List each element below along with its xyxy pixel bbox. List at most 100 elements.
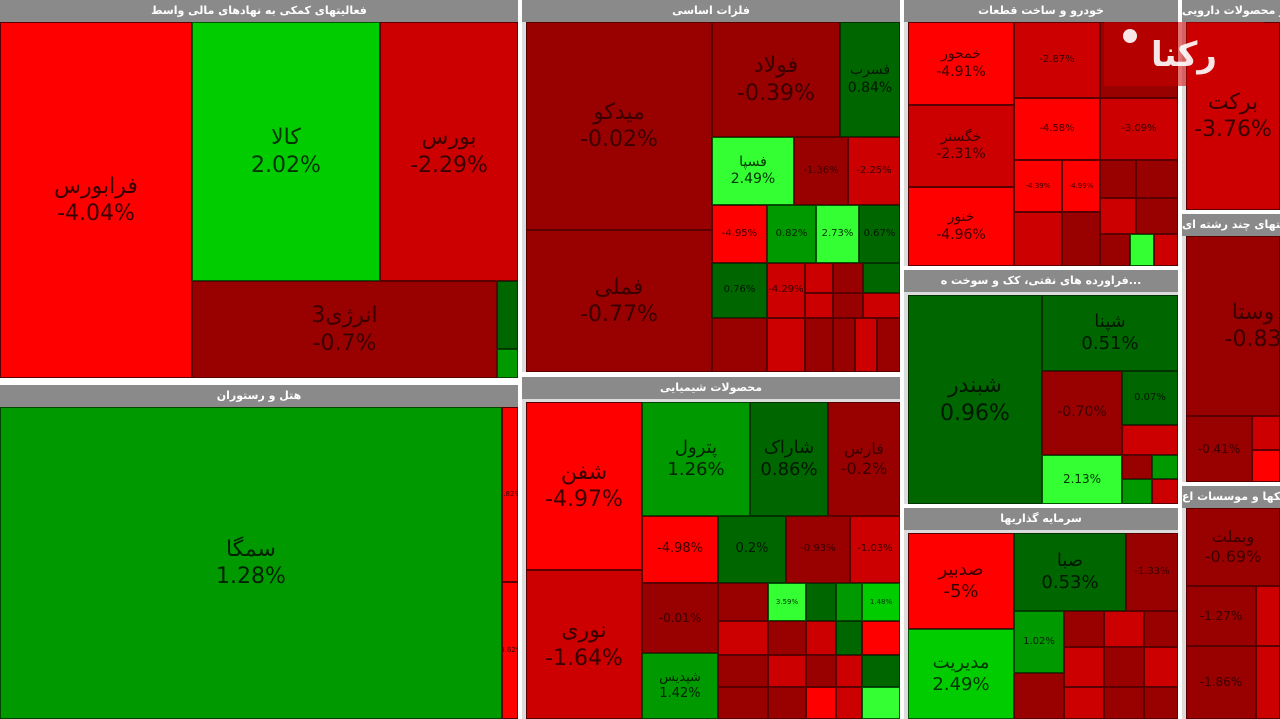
tile-small[interactable] <box>718 621 768 655</box>
tile-small[interactable] <box>862 655 900 687</box>
tile-shiran[interactable]: -0.70% <box>1042 371 1122 455</box>
tile-khoveh[interactable]: -2.87% <box>1014 22 1100 98</box>
tile-small[interactable] <box>1144 647 1178 687</box>
tile-small[interactable] <box>836 583 862 621</box>
tile-met-d[interactable]: 0.82% <box>767 205 816 263</box>
tile-small[interactable] <box>1122 425 1178 455</box>
tile-small[interactable] <box>767 318 805 372</box>
tile-small[interactable] <box>1152 479 1178 504</box>
tile-vasta[interactable]: وستا -0.83 <box>1186 236 1280 416</box>
tile-small[interactable] <box>1100 160 1136 198</box>
tile-small[interactable] <box>497 349 518 378</box>
tile-shebandar[interactable]: شبندر 0.96% <box>908 295 1042 504</box>
tile-fameli[interactable]: فملی -0.77% <box>526 230 712 372</box>
tile-small[interactable] <box>1252 450 1280 482</box>
tile-chem-e[interactable]: 1.48% <box>862 583 900 621</box>
tile-small[interactable] <box>718 687 768 719</box>
tile-khamhor[interactable]: خمحور -4.91% <box>908 22 1014 105</box>
tile-shediss[interactable]: شپدیس 1.42% <box>642 653 718 719</box>
tile-small[interactable] <box>1136 198 1178 234</box>
tile-fesepa[interactable]: فسپا 2.49% <box>712 137 794 205</box>
tile-small[interactable] <box>863 293 900 318</box>
tile-small[interactable] <box>1104 687 1144 719</box>
tile-shafan[interactable]: شفن -4.97% <box>526 402 642 570</box>
tile-oil-a[interactable]: 0.07% <box>1122 371 1178 425</box>
tile-small[interactable] <box>1122 455 1152 479</box>
tile-saba[interactable]: صبا 0.53% <box>1014 533 1126 611</box>
tile-energy3[interactable]: انرژی3 -0.7% <box>192 281 497 378</box>
tile-small[interactable] <box>833 318 855 372</box>
tile-small[interactable] <box>1104 611 1144 647</box>
tile-multi-a[interactable]: -0.41% <box>1186 416 1252 482</box>
tile-met-c[interactable]: -4.95% <box>712 205 767 263</box>
tile-small[interactable] <box>1122 479 1152 504</box>
tile-small[interactable] <box>1014 673 1064 719</box>
tile-shepna[interactable]: شپنا 0.51% <box>1042 295 1178 371</box>
tile-small[interactable] <box>718 655 768 687</box>
tile-hotel-a[interactable]: 3.82% <box>502 407 518 582</box>
tile-bank-a[interactable]: -1.27% <box>1186 586 1256 646</box>
tile-small[interactable] <box>805 318 833 372</box>
tile-small[interactable] <box>805 293 833 318</box>
tile-auto-b[interactable]: -4.99% <box>1062 160 1100 212</box>
tile-small[interactable] <box>1152 455 1178 479</box>
tile-shesepa[interactable]: 2.13% <box>1042 455 1122 504</box>
tile-bank-b[interactable]: -1.86% <box>1186 646 1256 719</box>
tile-khour[interactable]: -4.58% <box>1014 98 1100 160</box>
tile-vabmellat[interactable]: وبملت -0.69% <box>1186 508 1280 586</box>
tile-chem-d[interactable]: 3.59% <box>768 583 806 621</box>
tile-fesorb[interactable]: فسرب 0.84% <box>840 22 900 137</box>
tile-small[interactable] <box>1064 611 1104 647</box>
tile-small[interactable] <box>1014 212 1062 266</box>
tile-small[interactable] <box>768 687 806 719</box>
tile-small[interactable] <box>806 655 836 687</box>
tile-vasanat[interactable]: 1.02% <box>1014 611 1064 673</box>
tile-small[interactable] <box>1136 160 1178 198</box>
tile-chem-a[interactable]: -0.93% <box>786 516 850 583</box>
tile-small[interactable] <box>836 621 862 655</box>
tile-small[interactable] <box>768 655 806 687</box>
tile-small[interactable] <box>1100 234 1130 266</box>
tile-small[interactable] <box>1256 646 1280 719</box>
tile-khegostar[interactable]: خگستر -2.31% <box>908 105 1014 187</box>
tile-petrol[interactable]: پترول 1.26% <box>642 402 750 516</box>
tile-modiriat[interactable]: مدیریت 2.49% <box>908 629 1014 719</box>
tile-small[interactable] <box>805 263 833 293</box>
tile-kala[interactable]: کالا 2.02% <box>192 22 380 281</box>
tile-small[interactable] <box>1130 234 1154 266</box>
tile-khenour[interactable]: خنور -4.96% <box>908 187 1014 266</box>
tile-samga[interactable]: سمگا 1.28% <box>0 407 502 719</box>
tile-small[interactable] <box>855 318 877 372</box>
tile-small[interactable] <box>1064 647 1104 687</box>
tile-small[interactable] <box>833 293 863 318</box>
tile-chem-b[interactable]: -1.03% <box>850 516 900 583</box>
tile-small[interactable] <box>1064 687 1104 719</box>
tile-small[interactable] <box>1256 586 1280 646</box>
tile-shegooya[interactable]: 0.2% <box>718 516 786 583</box>
tile-sharak[interactable]: شاراک 0.86% <box>750 402 828 516</box>
tile-small[interactable] <box>497 281 518 349</box>
tile-small[interactable] <box>768 621 806 655</box>
tile-met-g[interactable]: 0.76% <box>712 263 767 318</box>
tile-small[interactable] <box>1144 687 1178 719</box>
tile-foolad[interactable]: فولاد -0.39% <box>712 22 840 137</box>
tile-met-f[interactable]: 0.67% <box>859 205 900 263</box>
tile-small[interactable] <box>862 621 900 655</box>
tile-small[interactable] <box>836 687 862 719</box>
tile-small[interactable] <box>1144 611 1178 647</box>
tile-small[interactable] <box>718 583 768 621</box>
tile-small[interactable] <box>1062 212 1100 266</box>
tile-small[interactable] <box>862 687 900 719</box>
tile-met-b[interactable]: -2.25% <box>848 137 900 205</box>
tile-small[interactable] <box>712 318 767 372</box>
tile-shalab[interactable]: -4.98% <box>642 516 718 583</box>
tile-small[interactable] <box>1252 416 1280 450</box>
tile-inv-a[interactable]: -1.33% <box>1126 533 1178 611</box>
tile-small[interactable] <box>833 263 863 293</box>
tile-boors[interactable]: بورس -2.29% <box>380 22 518 281</box>
tile-small[interactable] <box>806 583 836 621</box>
tile-hotel-b[interactable]: -4.62% <box>502 582 518 719</box>
tile-small[interactable] <box>1104 647 1144 687</box>
tile-small[interactable] <box>1100 198 1136 234</box>
tile-faraboors[interactable]: فرابورس -4.04% <box>0 22 192 378</box>
